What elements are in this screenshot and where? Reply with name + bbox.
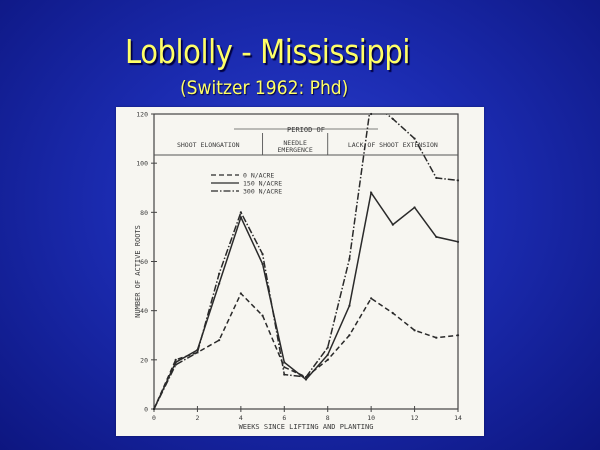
x-tick-label: 12 — [411, 414, 419, 422]
data-point — [435, 336, 438, 339]
data-point — [391, 312, 394, 315]
plot-frame — [153, 113, 459, 410]
x-tick-label: 14 — [454, 414, 462, 422]
x-tick-label: 8 — [326, 414, 330, 422]
data-point — [435, 235, 438, 239]
data-point — [218, 282, 221, 285]
y-tick-label: 120 — [136, 111, 148, 119]
period-label: LACK OF SHOOT EXTENSION — [348, 141, 438, 149]
line-chart: PERIOD OF SHOOT ELONGATION NEEDLEEMERGENCE… — [134, 111, 462, 432]
legend-label: 0 N/ACRE — [243, 171, 274, 179]
data-point — [413, 329, 416, 332]
data-point — [348, 334, 351, 337]
data-point — [391, 117, 394, 121]
data-point — [348, 257, 351, 261]
data-point — [261, 314, 264, 317]
data-point — [326, 346, 329, 349]
data-point — [283, 373, 286, 376]
data-point — [239, 292, 242, 295]
data-point — [261, 262, 264, 266]
x-tick-label: 6 — [282, 414, 286, 422]
series-line-1 — [154, 292, 458, 409]
data-point — [348, 304, 351, 307]
data-point — [152, 407, 156, 411]
data-point — [174, 361, 177, 364]
data-point — [174, 363, 177, 366]
data-point — [218, 272, 221, 275]
y-tick-label: 80 — [140, 209, 148, 217]
data-point — [391, 223, 394, 226]
data-point — [261, 253, 264, 256]
y-tick-label: 60 — [140, 258, 148, 266]
x-axis-label: WEEKS SINCE LIFTING AND PLANTING — [239, 423, 374, 431]
y-tick-label: 0 — [144, 406, 148, 414]
data-point — [218, 339, 221, 342]
y-tick-label: 20 — [140, 356, 148, 364]
data-point — [174, 358, 177, 361]
data-point — [456, 179, 460, 182]
legend-label: 150 N/ACRE — [243, 179, 282, 187]
data-point — [326, 353, 329, 357]
legend-label: 300 N/ACRE — [243, 187, 282, 195]
y-tick-label: 100 — [136, 160, 148, 168]
data-point — [283, 366, 286, 369]
slide-title: Loblolly - Mississippi — [125, 32, 411, 71]
data-point — [196, 351, 199, 354]
data-point — [326, 358, 329, 361]
data-point — [370, 297, 373, 300]
x-tick-label: 10 — [367, 414, 375, 422]
data-point — [370, 191, 373, 194]
series-line-3 — [154, 114, 458, 409]
data-point — [304, 378, 308, 381]
y-axis-label: NUMBER OF ACTIVE ROOTS — [134, 225, 142, 318]
x-tick-label: 0 — [152, 414, 156, 422]
data-point — [239, 211, 242, 214]
data-point — [456, 240, 460, 243]
data-point — [456, 334, 460, 337]
period-label: EMERGENCE — [278, 146, 313, 154]
y-tick-label: 40 — [140, 307, 148, 315]
x-tick-label: 4 — [239, 414, 243, 422]
data-point — [413, 137, 416, 140]
chart-figure: PERIOD OF SHOOT ELONGATION NEEDLE EMERGENCE… — [116, 107, 484, 436]
data-point — [239, 216, 242, 219]
data-point — [413, 206, 416, 209]
data-point — [370, 112, 373, 116]
data-point — [283, 361, 286, 364]
period-label: SHOOT ELONGATION — [177, 141, 240, 149]
data-point — [304, 375, 308, 379]
slide-subtitle: (Switzer 1962: Phd) — [180, 77, 349, 99]
x-tick-label: 2 — [195, 414, 199, 422]
period-header: PERIOD OF — [287, 126, 325, 134]
period-label: NEEDLE — [283, 139, 307, 147]
data-point — [435, 176, 438, 180]
